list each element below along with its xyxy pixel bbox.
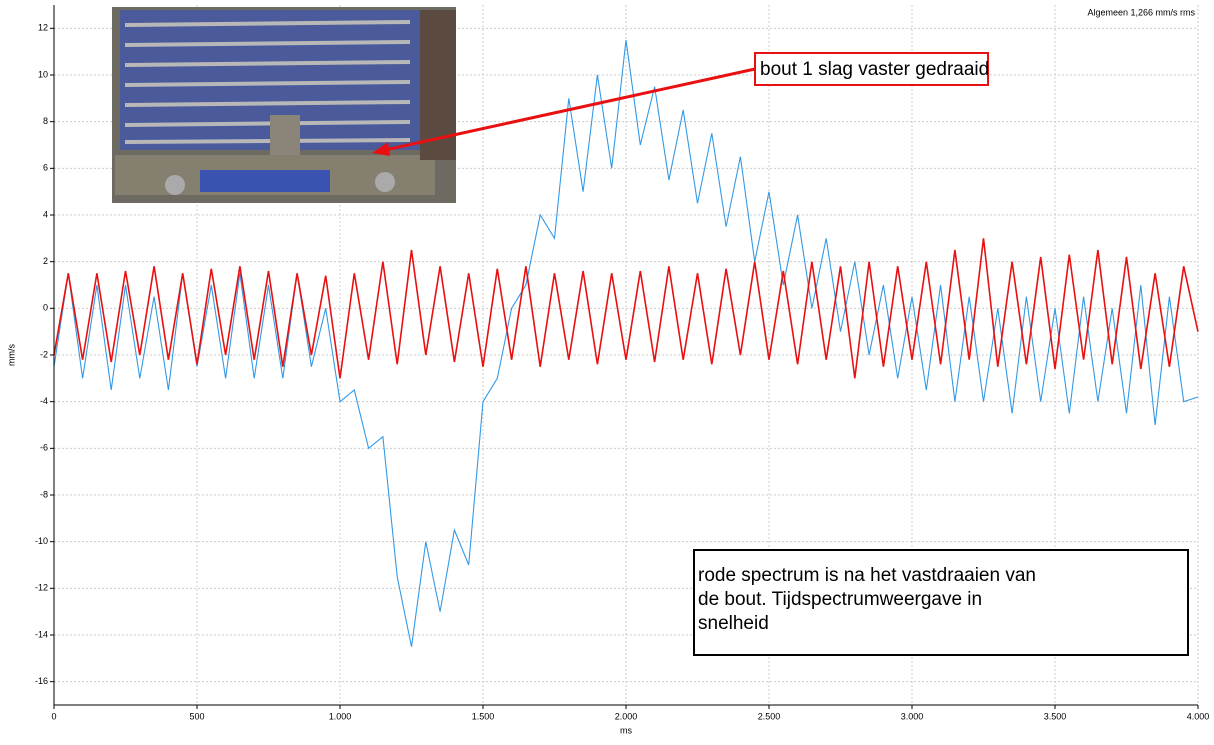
x-tick-label: 3.000 xyxy=(901,711,924,721)
annotation-text: rode spectrum is na het vastdraaien van xyxy=(698,565,1036,586)
y-tick-label: -10 xyxy=(35,536,48,546)
x-tick-label: 1.000 xyxy=(329,711,352,721)
y-tick-label: 0 xyxy=(43,303,48,313)
y-tick-label: -16 xyxy=(35,676,48,686)
y-tick-label: 10 xyxy=(38,69,48,79)
y-tick-label: 12 xyxy=(38,23,48,33)
y-tick-label: -6 xyxy=(40,443,48,453)
annotation-text: bout 1 slag vaster gedraaid xyxy=(760,59,989,80)
x-tick-label: 4.000 xyxy=(1187,711,1210,721)
x-tick-label: 3.500 xyxy=(1044,711,1067,721)
y-tick-label: 6 xyxy=(43,163,48,173)
y-tick-label: -12 xyxy=(35,583,48,593)
annotation-text: de bout. Tijdspectrumweergave in xyxy=(698,589,982,610)
annotation-text: snelheid xyxy=(698,613,769,634)
y-tick-label: -8 xyxy=(40,489,48,499)
x-tick-label: 0 xyxy=(51,711,56,721)
y-axis-label: mm/s xyxy=(6,344,16,366)
y-tick-label: 4 xyxy=(43,209,48,219)
x-tick-label: 500 xyxy=(189,711,204,721)
x-tick-label: 2.000 xyxy=(615,711,638,721)
x-tick-label: 2.500 xyxy=(758,711,781,721)
x-axis-label: ms xyxy=(620,725,632,735)
y-tick-label: 2 xyxy=(43,256,48,266)
y-tick-label: -2 xyxy=(40,349,48,359)
chart: Algemeen 1,266 mm/s rms mm/s ms -16 -14 -1… xyxy=(0,0,1214,740)
photo xyxy=(112,7,456,203)
x-tick-label: 1.500 xyxy=(472,711,495,721)
header-note: Algemeen 1,266 mm/s rms xyxy=(1087,7,1195,17)
y-tick-label: -14 xyxy=(35,629,48,639)
y-tick-label: -4 xyxy=(40,396,48,406)
y-tick-label: 8 xyxy=(43,116,48,126)
